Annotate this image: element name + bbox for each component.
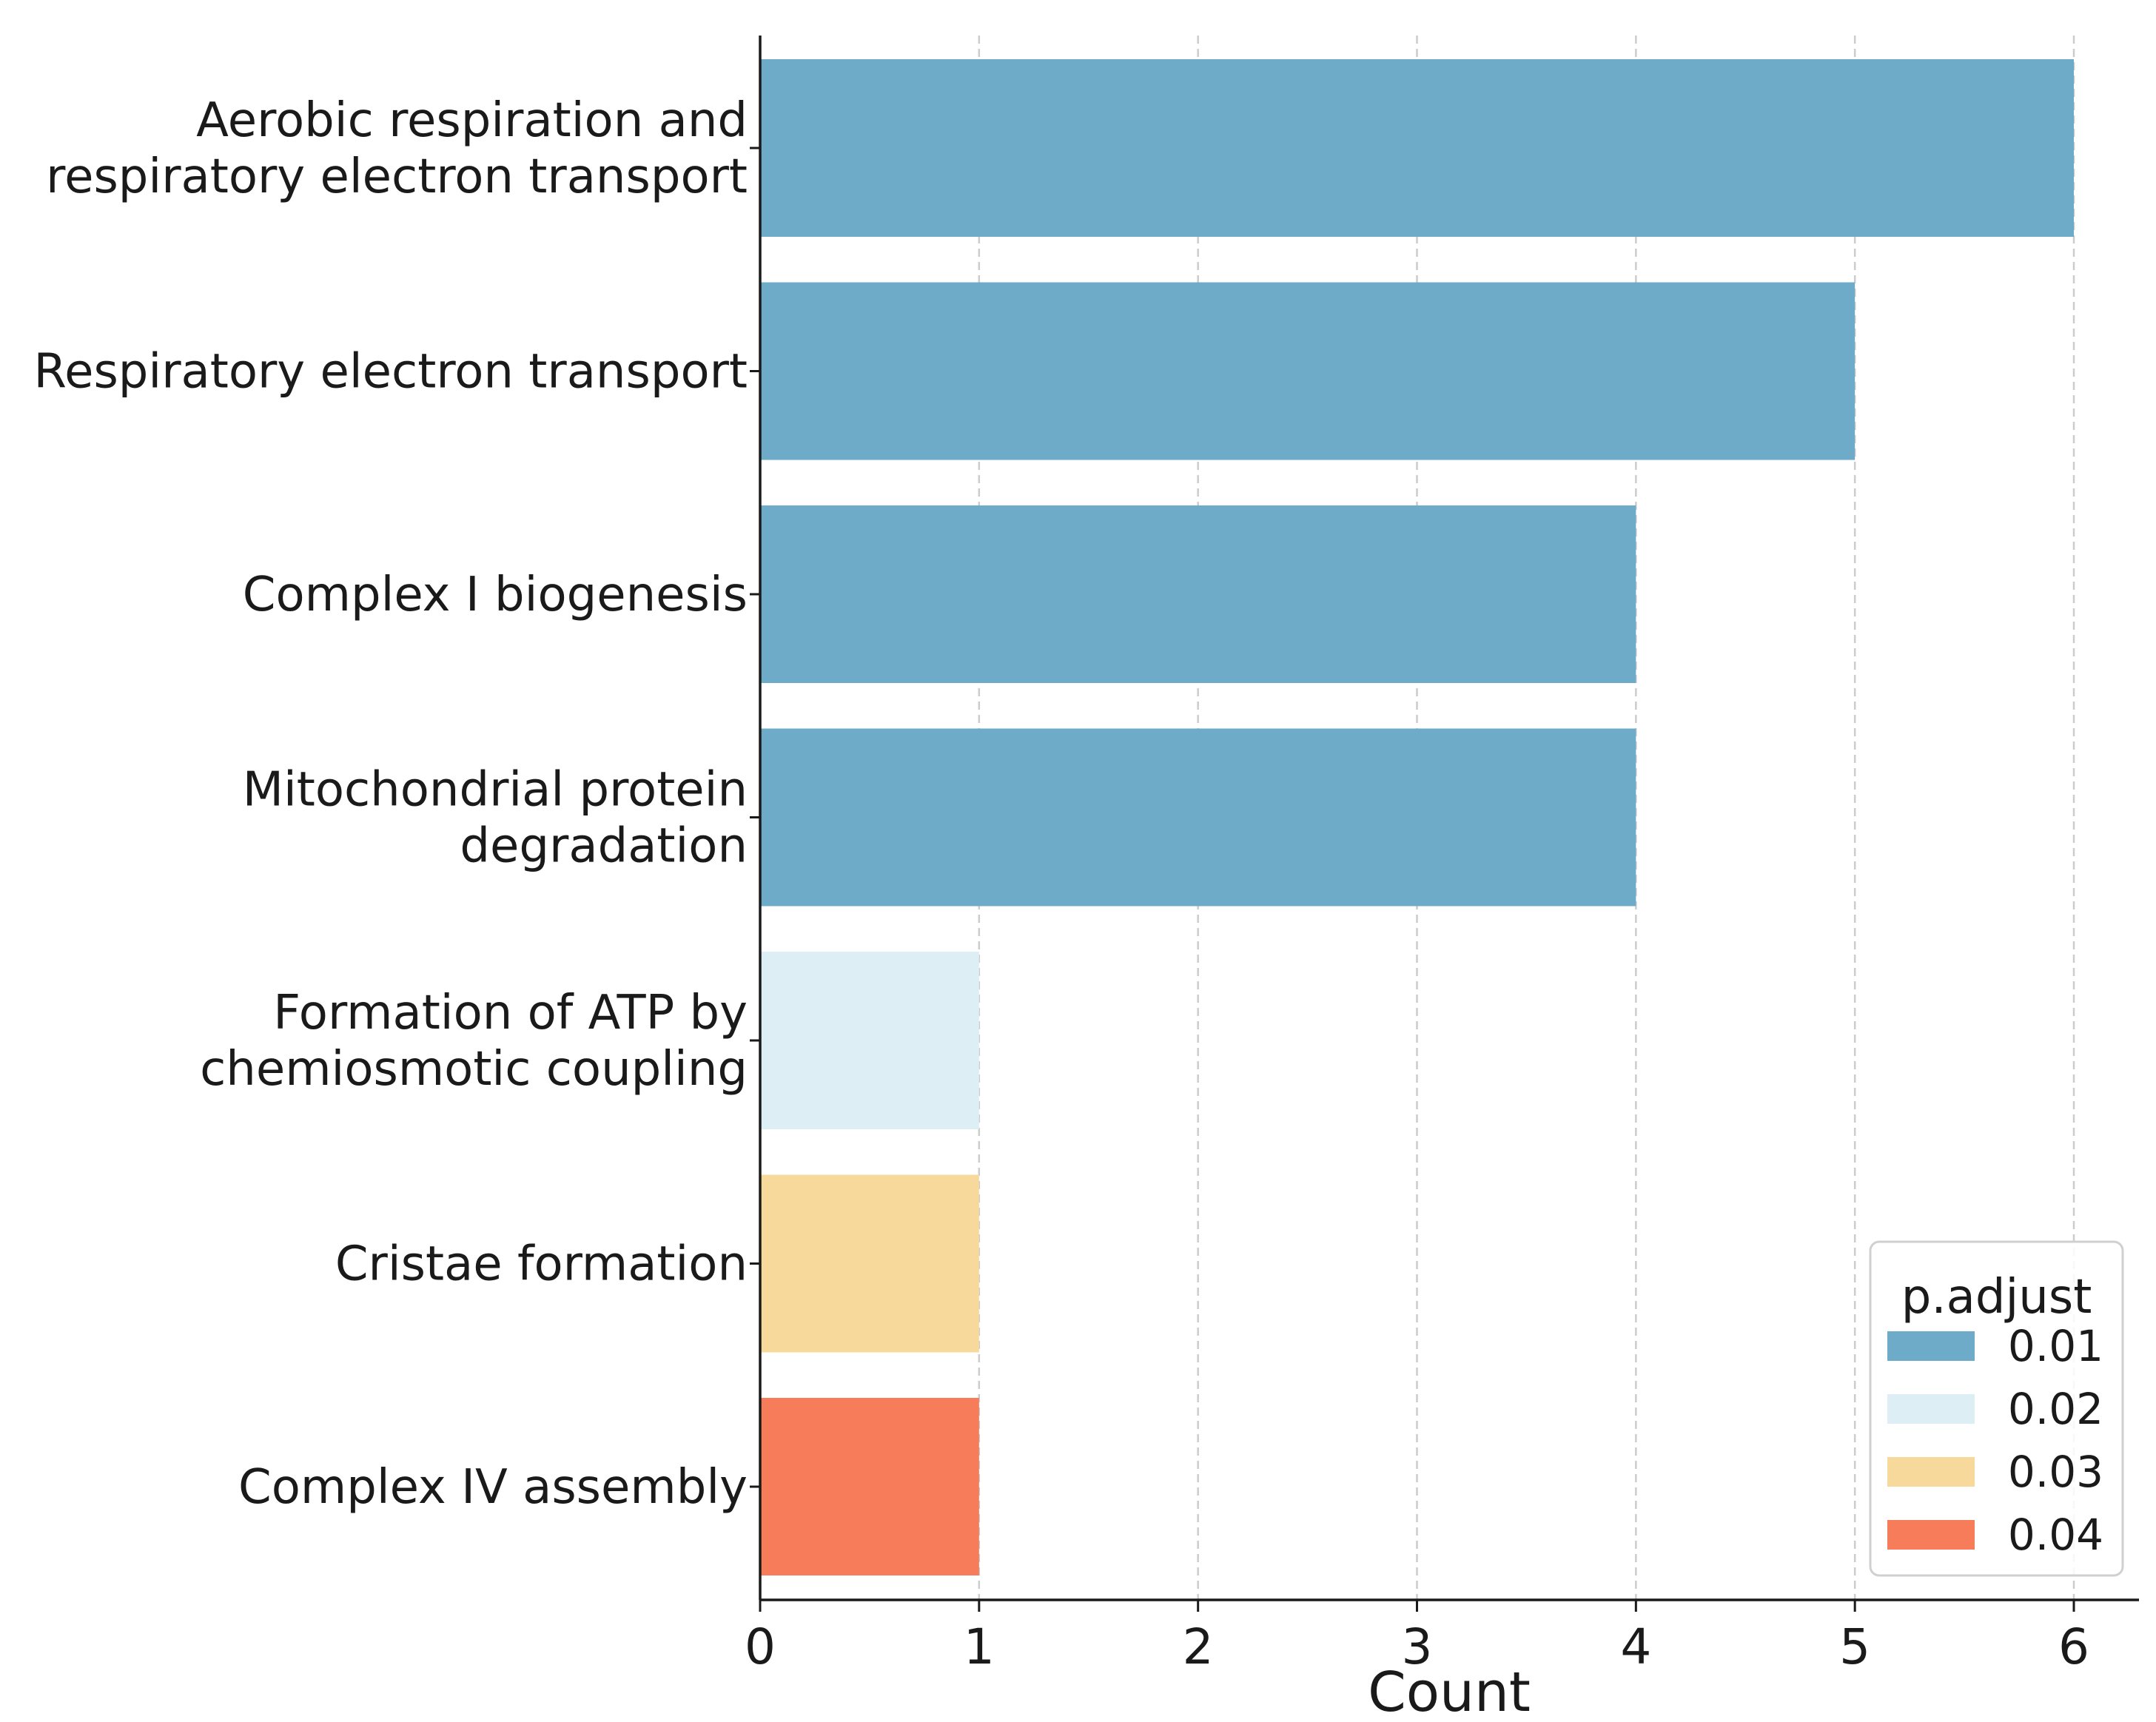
category-label-5-line-0: Cristae formation (335, 1237, 748, 1292)
legend-box (1869, 1240, 2124, 1577)
legend-swatch-3 (1887, 1520, 1975, 1550)
category-label-6-line-0: Complex IV assembly (238, 1460, 748, 1515)
bar-5 (760, 1174, 979, 1353)
x-tick-label-1: 1 (964, 1618, 995, 1675)
legend-title: p.adjust (1901, 1270, 2092, 1325)
x-tick-label-3: 3 (1402, 1618, 1433, 1675)
category-label-4-line-1: chemiosmotic coupling (200, 1042, 748, 1097)
legend-swatch-1 (1887, 1394, 1975, 1424)
x-tick-label-6: 6 (2058, 1618, 2089, 1675)
legend-label-1: 0.02 (2008, 1384, 2103, 1434)
bar-0 (760, 59, 2074, 237)
legend-swatch-2 (1887, 1457, 1975, 1487)
bar-2 (760, 505, 1636, 683)
x-tick-label-5: 5 (1839, 1618, 1870, 1675)
bar-3 (760, 728, 1636, 907)
x-tick-labels: 0 1 2 3 4 5 6 (745, 1600, 2089, 1675)
legend-label-0: 0.01 (2008, 1321, 2103, 1371)
legend-label-3: 0.04 (2008, 1510, 2103, 1560)
category-label-2-line-0: Complex I biogenesis (243, 568, 748, 622)
legend-label-2: 0.03 (2008, 1447, 2103, 1497)
category-label-3-line-1: degradation (460, 819, 748, 874)
category-label-3-line-0: Mitochondrial protein (243, 763, 748, 818)
category-label-0-line-0: Aerobic respiration and (196, 93, 748, 148)
x-tick-label-2: 2 (1183, 1618, 1214, 1675)
category-label-4-line-0: Formation of ATP by (273, 986, 748, 1040)
category-label-1-line-0: Respiratory electron transport (33, 345, 748, 400)
x-axis-title: Count (1368, 1661, 1531, 1722)
bar-1 (760, 282, 1856, 460)
x-tick-label-0: 0 (745, 1618, 776, 1675)
bars (760, 59, 2074, 1575)
x-tick-label-4: 4 (1620, 1618, 1651, 1675)
category-label-0-line-1: respiratory electron transport (46, 149, 748, 204)
bar-6 (760, 1398, 979, 1575)
bar-4 (760, 952, 979, 1129)
legend-swatch-0 (1887, 1331, 1975, 1361)
